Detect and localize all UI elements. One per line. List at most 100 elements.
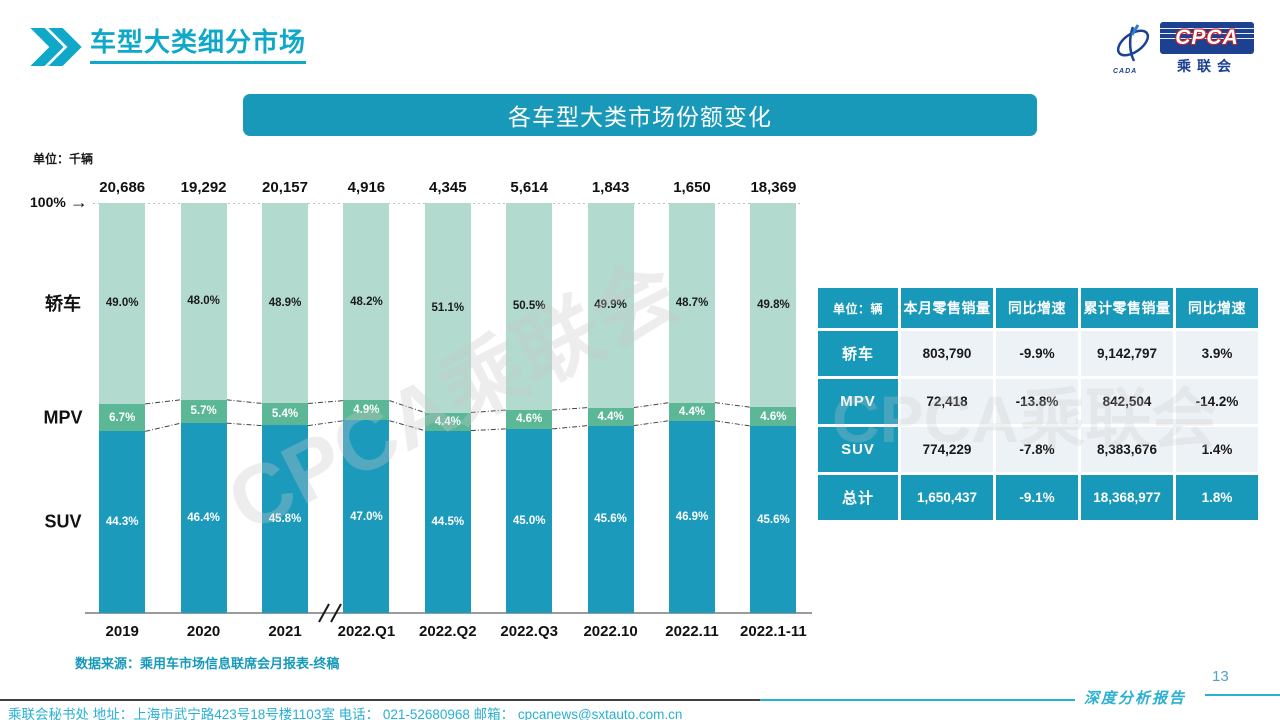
- segment-MPV: 4.4%: [587, 407, 634, 426]
- segment-轿车: 50.5%: [506, 203, 553, 410]
- table-cell: -9.1%: [996, 475, 1078, 520]
- x-axis-tick-label: 2022.Q2: [419, 623, 477, 640]
- segment-SUV: 46.9%: [669, 420, 715, 613]
- segment-轿车: 48.0%: [180, 203, 227, 400]
- table-cell: 1,650,437: [901, 475, 993, 520]
- table-header-cell: 本月零售销量: [901, 288, 993, 328]
- page-title: 车型大类细分市场: [90, 27, 307, 64]
- series-label-MPV: MPV: [43, 407, 83, 428]
- cada-text: CADA: [1113, 68, 1138, 75]
- segment-SUV: 47.0%: [343, 420, 390, 613]
- footer-divider-teal-right: [1205, 694, 1280, 696]
- table-header-cell: 累计零售销量: [1081, 288, 1173, 328]
- table-cell: 3.9%: [1176, 331, 1258, 376]
- segment-SUV: 45.8%: [262, 425, 308, 613]
- x-axis-line: [85, 612, 812, 614]
- segment-MPV: 4.4%: [669, 402, 715, 421]
- footer-contact: 乘联会秘书处 地址：上海市武宁路423号18号楼1103室 电话： 021-52…: [8, 707, 683, 720]
- table-row-label-MPV: MPV: [818, 379, 898, 424]
- footer-divider-dark: [0, 699, 760, 701]
- segment-轿车: 51.1%: [424, 203, 471, 413]
- chart-plot: 49.0% 6.7% 44.3% 20,686 2019 48.0% 5.7% 46.4% 19…: [43, 179, 812, 640]
- cpca-acronym: CPCA: [1175, 26, 1239, 49]
- table-cell: 18,368,977: [1081, 475, 1173, 520]
- cpca-logo-swoosh-icon: CADA: [1111, 23, 1155, 75]
- x-axis-tick-label: 2020: [186, 623, 221, 640]
- segment-SUV: 45.6%: [750, 426, 797, 613]
- x-axis-tick-label: 2022.Q3: [500, 623, 558, 640]
- bar-total-label: 20,686: [99, 179, 146, 196]
- report-type-label: 深度分析报告: [1084, 689, 1187, 707]
- table-cell: -9.9%: [996, 331, 1078, 376]
- x-axis-tick-label: 2022.Q1: [337, 623, 396, 640]
- data-source-note: 数据来源：乘用车市场信息联席会月报表-终稿: [75, 656, 340, 671]
- segment-MPV: 4.6%: [750, 407, 797, 427]
- segment-MPV: 5.4%: [262, 403, 308, 426]
- page-header: 车型大类细分市场: [30, 27, 307, 71]
- table-cell: -14.2%: [1176, 379, 1258, 424]
- segment-SUV: 44.5%: [424, 430, 471, 613]
- cpca-logo-box: CPCA: [1160, 22, 1254, 54]
- cpca-logo-text: CPCA 乘联会: [1160, 22, 1254, 76]
- x-axis-tick-label: 2022.1-11: [740, 623, 807, 640]
- footer-divider-teal: [760, 699, 1075, 701]
- segment-MPV: 4.9%: [343, 400, 390, 421]
- arrow-right-icon: →: [69, 192, 88, 212]
- segment-轿车: 48.9%: [262, 203, 308, 404]
- segment-轿车: 49.8%: [750, 203, 797, 408]
- bar-total-label: 1,843: [591, 179, 630, 196]
- stacked-bar-2022.Q2: 51.1% 4.4% 44.5%: [424, 203, 471, 613]
- axis-100-label: 100% →: [30, 192, 88, 212]
- cpca-chinese-name: 乘联会: [1177, 58, 1237, 74]
- segment-MPV: 4.4%: [424, 412, 471, 431]
- chart-banner-title: 各车型大类市场份额变化: [243, 94, 1037, 136]
- table-row-label-总计: 总计: [818, 475, 898, 520]
- x-axis-tick-label: 2021: [268, 623, 302, 640]
- segment-MPV: 4.6%: [506, 409, 553, 429]
- table-row-label-轿车: 轿车: [818, 331, 898, 376]
- segment-轿车: 49.9%: [587, 203, 634, 408]
- stacked-bar-2022.1-11: 49.8% 4.6% 45.6%: [750, 203, 797, 613]
- bar-total-label: 4,345: [429, 179, 467, 196]
- bar-total-label: 20,157: [262, 179, 308, 196]
- series-label-SUV: SUV: [44, 511, 82, 532]
- bar-total-label: 1,650: [673, 179, 711, 196]
- table-cell: 9,142,797: [1081, 331, 1173, 376]
- table-cell: 72,418: [901, 379, 993, 424]
- segment-轿车: 48.2%: [343, 203, 390, 401]
- x-axis-tick-label: 2022.10: [583, 623, 638, 640]
- table-cell: 803,790: [901, 331, 993, 376]
- page-number: 13: [1212, 668, 1229, 685]
- bar-total-label: 19,292: [180, 179, 227, 196]
- stacked-bar-2019: 49.0% 6.7% 44.3%: [99, 203, 146, 613]
- stacked-bar-2021: 48.9% 5.4% 45.8%: [262, 203, 308, 613]
- bar-total-label: 4,916: [347, 179, 386, 196]
- segment-轿车: 48.7%: [669, 203, 715, 403]
- sales-table: 单位：辆 本月零售销量 同比增速 累计零售销量 同比增速 轿车 803,790 -9.9% 9,…: [818, 288, 1258, 520]
- cpca-logo: CADA CPCA 乘联会: [1111, 22, 1254, 76]
- x-axis-tick-label: 2022.11: [665, 623, 719, 640]
- segment-SUV: 45.6%: [587, 425, 634, 613]
- table-row-label-SUV: SUV: [818, 427, 898, 472]
- axis-100-text: 100%: [30, 194, 66, 210]
- table-header-cell: 同比增速: [1176, 288, 1258, 328]
- table-cell: 1.8%: [1176, 475, 1258, 520]
- table-cell: 1.4%: [1176, 427, 1258, 472]
- segment-MPV: 5.7%: [180, 399, 227, 423]
- stacked-bar-2020: 48.0% 5.7% 46.4%: [180, 203, 227, 613]
- table-cell: 842,504: [1081, 379, 1173, 424]
- segment-SUV: 46.4%: [180, 422, 227, 613]
- bar-total-label: 5,614: [510, 179, 548, 196]
- stacked-bar-2022.10: 49.9% 4.4% 45.6%: [587, 203, 634, 613]
- double-chevron-right-icon: [30, 28, 82, 71]
- segment-SUV: 45.0%: [506, 428, 553, 613]
- x-axis-tick-label: 2019: [105, 623, 139, 640]
- table-header-unit: 单位：辆: [818, 288, 898, 328]
- table-header-cell: 同比增速: [996, 288, 1078, 328]
- series-label-轿车: 轿车: [45, 294, 81, 315]
- table-cell: -13.8%: [996, 379, 1078, 424]
- segment-MPV: 6.7%: [99, 403, 146, 432]
- stacked-bar-2022.Q3: 50.5% 4.6% 45.0%: [506, 203, 553, 613]
- chart-unit-label: 单位：千辆: [33, 152, 94, 166]
